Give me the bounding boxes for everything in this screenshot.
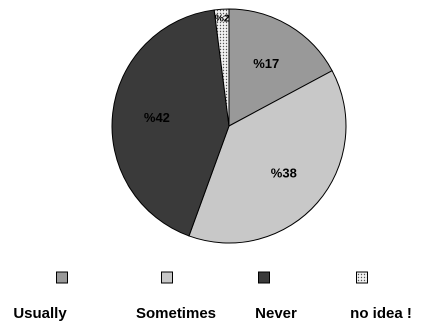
slice-labels: %17 %38 %42 %2 xyxy=(144,13,297,180)
pie-slices xyxy=(111,8,347,244)
legend-label-never: Never xyxy=(255,305,297,322)
slice-label-sometimes: %38 xyxy=(271,166,297,181)
pie-slice-no-idea xyxy=(213,8,230,127)
legend-swatch-never xyxy=(258,271,270,284)
legend-label-usually: Usually xyxy=(13,305,67,322)
legend-swatch-usually xyxy=(56,271,68,284)
slice-label-usually: %17 xyxy=(253,56,279,71)
legend-swatch-no-idea xyxy=(356,271,368,284)
legend-label-sometimes: Sometimes xyxy=(136,305,216,322)
legend-swatch-sometimes xyxy=(161,271,173,284)
legend: Usually Sometimes Never no idea ! xyxy=(13,271,412,322)
pie-slice-sometimes xyxy=(188,70,347,244)
slice-label-no-idea: %2 xyxy=(215,13,230,24)
slice-label-never: %42 xyxy=(144,110,170,125)
legend-label-no-idea: no idea ! xyxy=(350,305,412,322)
pie-slice-usually xyxy=(228,8,333,127)
pie-slice-never xyxy=(111,9,230,237)
